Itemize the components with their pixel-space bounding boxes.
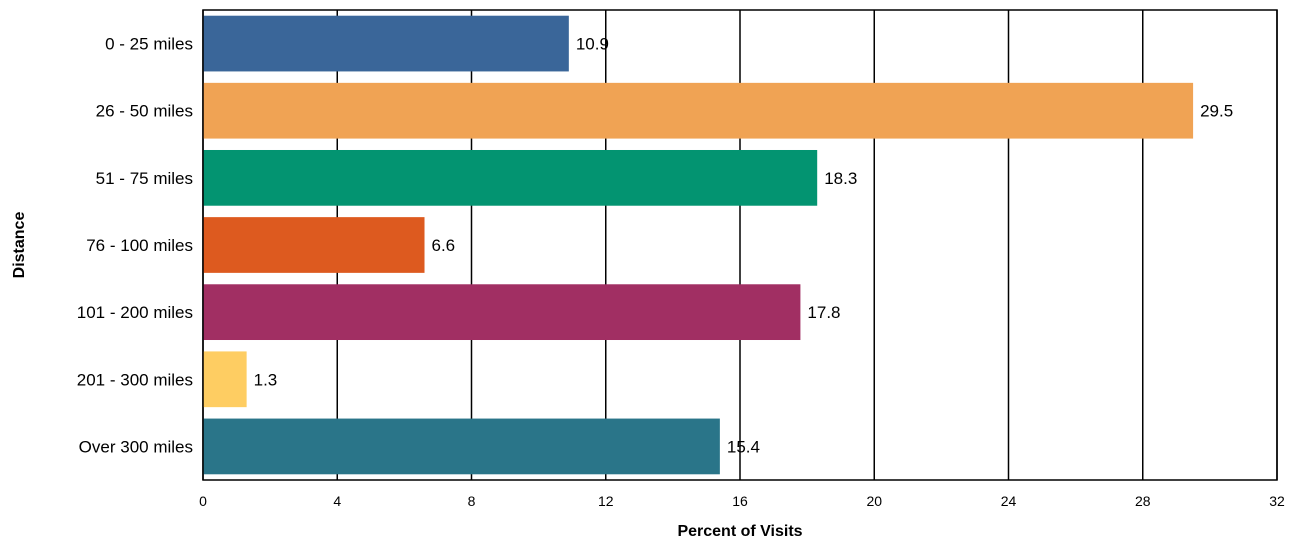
- data-label: 1.3: [254, 370, 278, 389]
- bars: [203, 15, 1194, 475]
- bar: [203, 15, 569, 72]
- category-label: 26 - 50 miles: [96, 102, 193, 121]
- bar: [203, 217, 425, 273]
- bar: [203, 418, 720, 475]
- category-label: 201 - 300 miles: [77, 370, 193, 389]
- category-labels: 0 - 25 miles 26 - 50 miles 51 - 75 miles 76…: [77, 35, 193, 457]
- bar: [203, 351, 247, 408]
- data-label: 6.6: [432, 236, 456, 255]
- plot-frame: [202, 9, 1278, 481]
- category-label: 51 - 75 miles: [96, 169, 193, 188]
- category-label: 0 - 25 miles: [105, 35, 193, 54]
- category-label: Over 300 miles: [79, 437, 193, 456]
- x-axis-title: Percent of Visits: [677, 523, 802, 540]
- x-tick-label: 12: [598, 493, 614, 509]
- x-tick-label: 28: [1135, 493, 1151, 509]
- x-tick-label: 0: [199, 493, 207, 509]
- data-label: 10.9: [576, 35, 609, 54]
- bar: [203, 284, 801, 341]
- data-label: 17.8: [807, 303, 840, 322]
- x-tick-labels: 0 4 8 12 16 20 24 28 32: [199, 493, 1285, 509]
- bar: [203, 149, 818, 206]
- category-label: 76 - 100 miles: [86, 236, 193, 255]
- data-label: 29.5: [1200, 102, 1233, 121]
- x-tick-label: 32: [1269, 493, 1285, 509]
- x-tick-label: 24: [1001, 493, 1017, 509]
- data-labels: 10.9 29.5 18.3 6.6 17.8 1.3 15.4: [254, 35, 1234, 457]
- data-label: 15.4: [727, 437, 760, 456]
- category-label: 101 - 200 miles: [77, 303, 193, 322]
- x-tick-label: 4: [333, 493, 341, 509]
- x-tick-label: 20: [866, 493, 882, 509]
- bar: [203, 82, 1194, 139]
- x-tick-label: 8: [468, 493, 476, 509]
- data-label: 18.3: [824, 169, 857, 188]
- y-axis-title: Distance: [11, 212, 28, 279]
- x-tick-label: 16: [732, 493, 748, 509]
